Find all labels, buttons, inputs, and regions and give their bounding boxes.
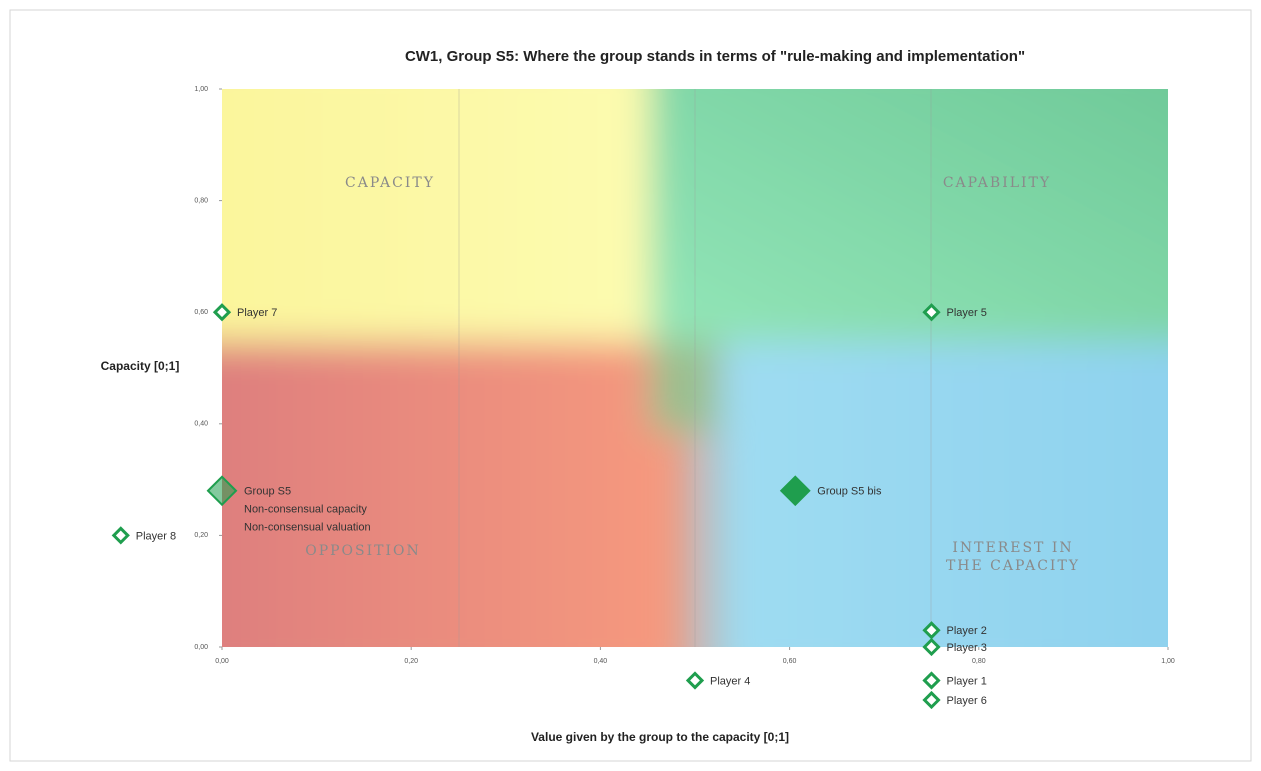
quadrant-label: CAPABILITY [943, 175, 1051, 191]
quadrant-label: CAPACITY [345, 175, 435, 191]
quadrant-label: THE CAPACITY [946, 558, 1080, 574]
quadrant-label: OPPOSITION [305, 543, 421, 559]
player-label: Player 1 [947, 675, 987, 687]
player-marker [922, 303, 941, 322]
y-tick-label: 0,00 [194, 644, 208, 651]
quadrant-label: INTEREST IN [952, 540, 1073, 556]
x-tick-label: 0,00 [215, 658, 229, 665]
player-label: Player 5 [947, 307, 987, 319]
player-label: Player 7 [237, 307, 277, 319]
x-axis-label: Value given by the group to the capacity… [531, 730, 789, 744]
group-label: Group S5 bis [817, 486, 882, 498]
player-marker [922, 637, 941, 657]
x-tick-label: 0,40 [594, 658, 608, 665]
player-label: Player 8 [136, 530, 176, 542]
quadrant-background [222, 89, 1168, 647]
x-tick-label: 0,60 [783, 658, 797, 665]
group-label: Group S5 [244, 486, 291, 498]
group-label: Non-consensual capacity [244, 504, 367, 516]
y-tick-label: 0,20 [194, 532, 208, 539]
player-label: Player 3 [947, 642, 987, 654]
group-label: Non-consensual valuation [244, 522, 371, 534]
player-label: Player 4 [710, 675, 750, 687]
group-marker [779, 475, 811, 507]
player-label: Player 2 [947, 625, 987, 637]
grid [458, 89, 932, 647]
player-marker [111, 526, 130, 545]
y-tick-label: 0,40 [194, 421, 208, 428]
player-marker [922, 671, 941, 690]
y-tick-label: 0,80 [194, 197, 208, 204]
y-tick-label: 1,00 [194, 86, 208, 93]
player-marker [685, 671, 705, 690]
player-marker [922, 690, 941, 710]
y-axis-label: Capacity [0;1] [101, 359, 180, 373]
x-tick-label: 1,00 [1161, 658, 1175, 665]
x-tick-label: 0,80 [972, 658, 986, 665]
player-label: Player 6 [947, 695, 987, 707]
group-marker [206, 475, 238, 507]
y-tick-label: 0,60 [194, 309, 208, 316]
x-tick-label: 0,20 [404, 658, 418, 665]
player-marker [212, 303, 232, 322]
player-marker [922, 621, 941, 640]
chart-title: CW1, Group S5: Where the group stands in… [405, 48, 1025, 65]
